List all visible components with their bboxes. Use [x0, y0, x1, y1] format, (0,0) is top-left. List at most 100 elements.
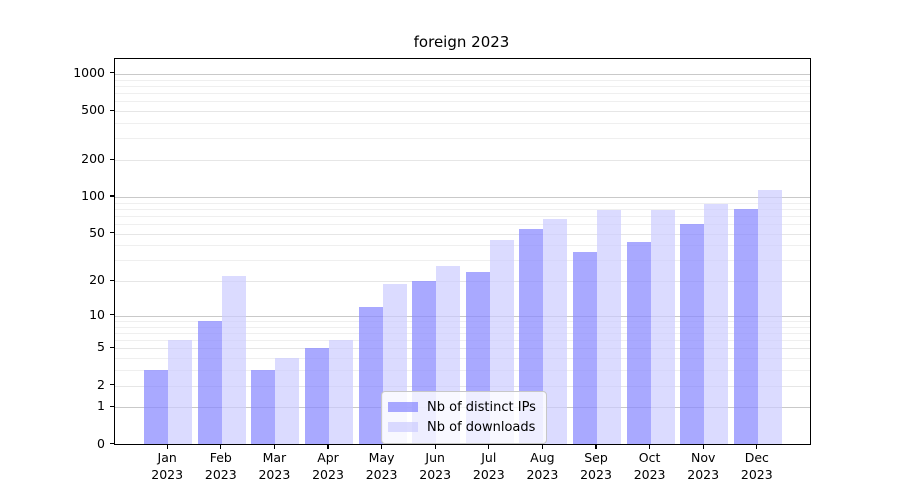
gridline	[115, 245, 810, 247]
x-tick-mark	[381, 444, 383, 449]
y-tick-mark	[109, 442, 114, 445]
legend-item-downloads: Nb of downloads	[388, 417, 536, 437]
x-tick-mark	[327, 444, 329, 449]
gridline	[115, 326, 810, 328]
bar-downloads-dec	[757, 189, 782, 444]
y-tick-mark	[109, 314, 114, 316]
y-tick-label: 500	[81, 102, 105, 118]
y-tick-label: 50	[89, 224, 105, 240]
y-tick-mark	[109, 195, 114, 197]
gridline	[115, 123, 810, 124]
y-tick-label: 0	[97, 435, 105, 451]
y-tick-mark	[109, 405, 114, 407]
x-tick-mark	[166, 444, 168, 449]
gridline	[115, 370, 810, 372]
bar-distinct-ips-dec	[733, 208, 758, 444]
gridline	[115, 111, 810, 113]
y-tick-mark	[109, 346, 114, 348]
y-tick-label: 10	[89, 306, 105, 322]
y-tick-mark	[109, 232, 114, 234]
x-tick-mark	[434, 444, 436, 449]
x-tick-label: Jan 2023	[151, 450, 184, 482]
gridline	[115, 348, 810, 350]
y-tick-mark	[109, 158, 114, 160]
y-tick-label: 2	[97, 376, 105, 392]
x-tick-label: Aug 2023	[526, 450, 559, 482]
y-tick-mark	[109, 109, 114, 111]
bar-downloads-apr	[329, 340, 353, 444]
x-tick-label: Dec 2023	[740, 450, 773, 482]
bar-downloads-aug	[543, 219, 568, 444]
x-tick-label: Feb 2023	[204, 450, 237, 482]
x-tick-mark	[541, 444, 543, 449]
x-tick-mark	[488, 444, 490, 449]
gridline	[115, 215, 810, 217]
bar-distinct-ips-nov	[680, 224, 705, 444]
y-tick-mark	[109, 72, 114, 74]
bar-distinct-ips-sep	[573, 252, 597, 444]
bar-downloads-jan	[168, 340, 193, 444]
gridline	[115, 208, 810, 210]
legend-label-downloads: Nb of downloads	[427, 419, 536, 435]
x-tick-label: May 2023	[365, 450, 398, 482]
gridline	[115, 358, 810, 360]
legend-swatch-downloads-icon	[388, 422, 418, 432]
gridline	[115, 197, 810, 198]
x-tick-label: Nov 2023	[687, 450, 720, 482]
x-tick-label: Sep 2023	[580, 450, 612, 482]
legend-item-distinct-ips: Nb of distinct IPs	[388, 397, 536, 417]
y-tick-label: 1000	[73, 64, 105, 80]
gridline	[115, 202, 810, 204]
x-tick-label: Apr 2023	[312, 450, 344, 482]
x-tick-mark	[220, 444, 222, 449]
x-tick-mark	[595, 444, 597, 449]
bar-distinct-ips-mar	[251, 370, 276, 444]
bar-downloads-mar	[275, 358, 300, 444]
legend: Nb of distinct IPs Nb of downloads	[381, 391, 547, 444]
bar-downloads-feb	[221, 276, 246, 444]
gridline	[115, 340, 810, 342]
x-tick-label: Mar 2023	[258, 450, 291, 482]
x-tick-label: Oct 2023	[633, 450, 666, 482]
y-tick-label: 5	[97, 339, 105, 355]
y-tick-label: 200	[81, 151, 105, 167]
x-tick-label: Jun 2023	[419, 450, 452, 482]
bar-downloads-nov	[704, 203, 729, 444]
gridline	[115, 385, 810, 387]
gridline	[115, 224, 810, 225]
y-tick-label: 100	[81, 188, 105, 203]
gridline	[115, 73, 810, 75]
gridline	[115, 260, 810, 262]
gridline	[115, 160, 810, 162]
gridline	[115, 101, 810, 103]
x-tick-mark	[702, 444, 704, 449]
x-tick-mark	[649, 444, 651, 449]
y-tick-label: 20	[89, 272, 105, 288]
y-tick-mark	[109, 279, 114, 281]
bar-distinct-ips-may	[358, 306, 383, 444]
y-tick-label: 1	[97, 398, 105, 414]
legend-swatch-distinct-ips-icon	[388, 402, 418, 412]
gridline	[115, 315, 810, 317]
gridline	[115, 281, 810, 283]
bar-distinct-ips-apr	[305, 348, 329, 444]
gridline	[115, 333, 810, 334]
x-tick-label: Jul 2023	[472, 450, 505, 482]
chart-title: foreign 2023	[413, 33, 510, 51]
gridline	[115, 138, 810, 140]
gridline	[115, 85, 810, 87]
bar-downloads-sep	[597, 210, 621, 444]
gridline	[115, 93, 810, 95]
gridline	[115, 233, 810, 235]
x-tick-mark	[273, 444, 275, 449]
plot-area: Nb of distinct IPs Nb of downloads	[114, 58, 811, 445]
bar-distinct-ips-jan	[144, 370, 169, 444]
y-tick-mark	[109, 384, 114, 386]
bar-distinct-ips-feb	[197, 321, 222, 444]
bar-distinct-ips-oct	[626, 241, 651, 444]
legend-label-distinct-ips: Nb of distinct IPs	[427, 399, 536, 415]
gridline	[115, 321, 810, 322]
x-tick-mark	[756, 444, 758, 449]
gridline	[115, 79, 810, 81]
